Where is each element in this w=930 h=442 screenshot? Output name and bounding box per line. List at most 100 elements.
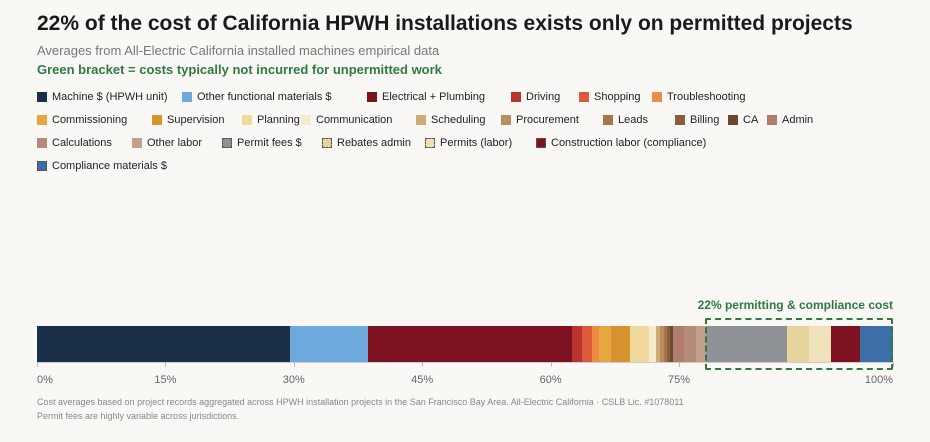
legend-item: Permit fees $ <box>222 134 302 152</box>
bar-segment <box>660 326 664 362</box>
legend-item: Machine $ (HPWH unit) <box>37 88 168 106</box>
bar-segment <box>655 326 661 362</box>
chart-subtitle: Averages from All-Electric California in… <box>37 43 440 58</box>
legend-item: Planning <box>242 111 300 129</box>
legend-item: Scheduling <box>416 111 485 129</box>
legend-label: Construction labor (compliance) <box>551 137 707 149</box>
bracket-note: Green bracket = costs typically not incu… <box>37 62 442 77</box>
legend-swatch <box>322 138 332 148</box>
legend-swatch <box>367 92 377 102</box>
legend-item: CA <box>728 111 758 129</box>
legend-swatch <box>416 115 426 125</box>
bar-segment <box>598 326 612 362</box>
legend-item: Communication <box>301 111 392 129</box>
bracket-label: 22% permitting & compliance cost <box>697 298 893 312</box>
x-tick-label: 0% <box>37 374 53 386</box>
bar-segment <box>611 326 631 362</box>
legend-item: Electrical + Plumbing <box>367 88 485 106</box>
legend-item: Commissioning <box>37 111 127 129</box>
legend-swatch <box>536 138 546 148</box>
legend-item: Procurement <box>501 111 579 129</box>
footer: Cost averages based on project records a… <box>37 395 684 423</box>
legend-label: Leads <box>618 114 648 126</box>
bar-segment <box>786 326 810 362</box>
x-tick <box>893 362 894 367</box>
x-tick <box>550 362 552 367</box>
legend-swatch <box>37 138 47 148</box>
legend-swatch <box>652 92 662 102</box>
compliance-bracket <box>704 318 893 370</box>
bar-segment <box>684 326 697 362</box>
legend-label: Permits (labor) <box>440 137 513 149</box>
bar-segment <box>591 326 599 362</box>
x-tick <box>165 362 167 367</box>
legend-label: Electrical + Plumbing <box>382 91 486 103</box>
legend-label: Planning <box>257 114 300 126</box>
bar-segment <box>831 326 861 362</box>
legend-item: Calculations <box>37 134 112 152</box>
x-tick-label: 60% <box>539 374 562 386</box>
legend-swatch <box>603 115 613 125</box>
x-tick-label: 45% <box>411 374 434 386</box>
x-tick <box>422 362 424 367</box>
legend-swatch <box>675 115 685 125</box>
legend-item: Permits (labor) <box>425 134 512 152</box>
legend-label: Admin <box>782 114 814 126</box>
legend-swatch <box>728 115 738 125</box>
x-tick <box>37 362 38 367</box>
bar-segment <box>696 326 706 362</box>
legend-label: Permit fees $ <box>237 137 302 149</box>
footer-note: Permit fees are highly variable across j… <box>37 411 240 421</box>
legend-item: Other labor <box>132 134 202 152</box>
x-tick-label: 100% <box>864 374 893 386</box>
legend-swatch <box>767 115 777 125</box>
legend-item: Construction labor (compliance) <box>536 134 706 152</box>
x-tick-label: 15% <box>154 374 177 386</box>
legend-item: Billing <box>675 111 719 129</box>
bar-segment <box>572 326 583 362</box>
x-tick-label: 75% <box>667 374 691 386</box>
legend-item: Shopping <box>579 88 641 106</box>
x-tick <box>679 362 680 367</box>
chart-title: 22% of the cost of California HPWH insta… <box>37 12 853 35</box>
bar-segment <box>670 326 673 362</box>
legend-label: Shopping <box>594 91 641 103</box>
bar-segment <box>860 326 893 362</box>
legend-swatch <box>242 115 252 125</box>
legend-swatch <box>222 138 232 148</box>
legend-swatch <box>182 92 192 102</box>
legend-label: Procurement <box>516 114 579 126</box>
bar-segment <box>667 326 671 362</box>
bar-segment <box>673 326 685 362</box>
legend-label: Calculations <box>52 137 112 149</box>
legend-item: Troubleshooting <box>652 88 745 106</box>
bar-segment <box>809 326 832 362</box>
legend-label: CA <box>743 114 759 126</box>
legend-item: Supervision <box>152 111 224 129</box>
legend-label: Troubleshooting <box>667 91 746 103</box>
legend-swatch <box>37 92 47 102</box>
legend-label: Communication <box>316 114 393 126</box>
legend-item: Other functional materials $ <box>182 88 332 106</box>
legend-label: Machine $ (HPWH unit) <box>52 91 168 103</box>
footer-source: Cost averages based on project records a… <box>37 397 684 407</box>
legend-label: Commissioning <box>52 114 128 126</box>
legend-label: Other functional materials $ <box>197 91 332 103</box>
legend-swatch <box>425 138 435 148</box>
bar-segment <box>368 326 572 362</box>
legend-swatch <box>37 115 47 125</box>
legend-swatch <box>152 115 162 125</box>
legend-swatch <box>301 115 311 125</box>
legend-item: Compliance materials $ <box>37 157 167 175</box>
bar-segment <box>663 326 667 362</box>
legend-label: Driving <box>526 91 561 103</box>
legend-swatch <box>501 115 511 125</box>
legend-swatch <box>579 92 589 102</box>
legend-label: Other labor <box>147 137 203 149</box>
bar-segment <box>649 326 656 362</box>
bar-segment <box>37 326 291 362</box>
legend-item: Leads <box>603 111 648 129</box>
x-axis-line <box>37 362 893 363</box>
legend-item: Driving <box>511 88 560 106</box>
x-tick <box>293 362 295 367</box>
